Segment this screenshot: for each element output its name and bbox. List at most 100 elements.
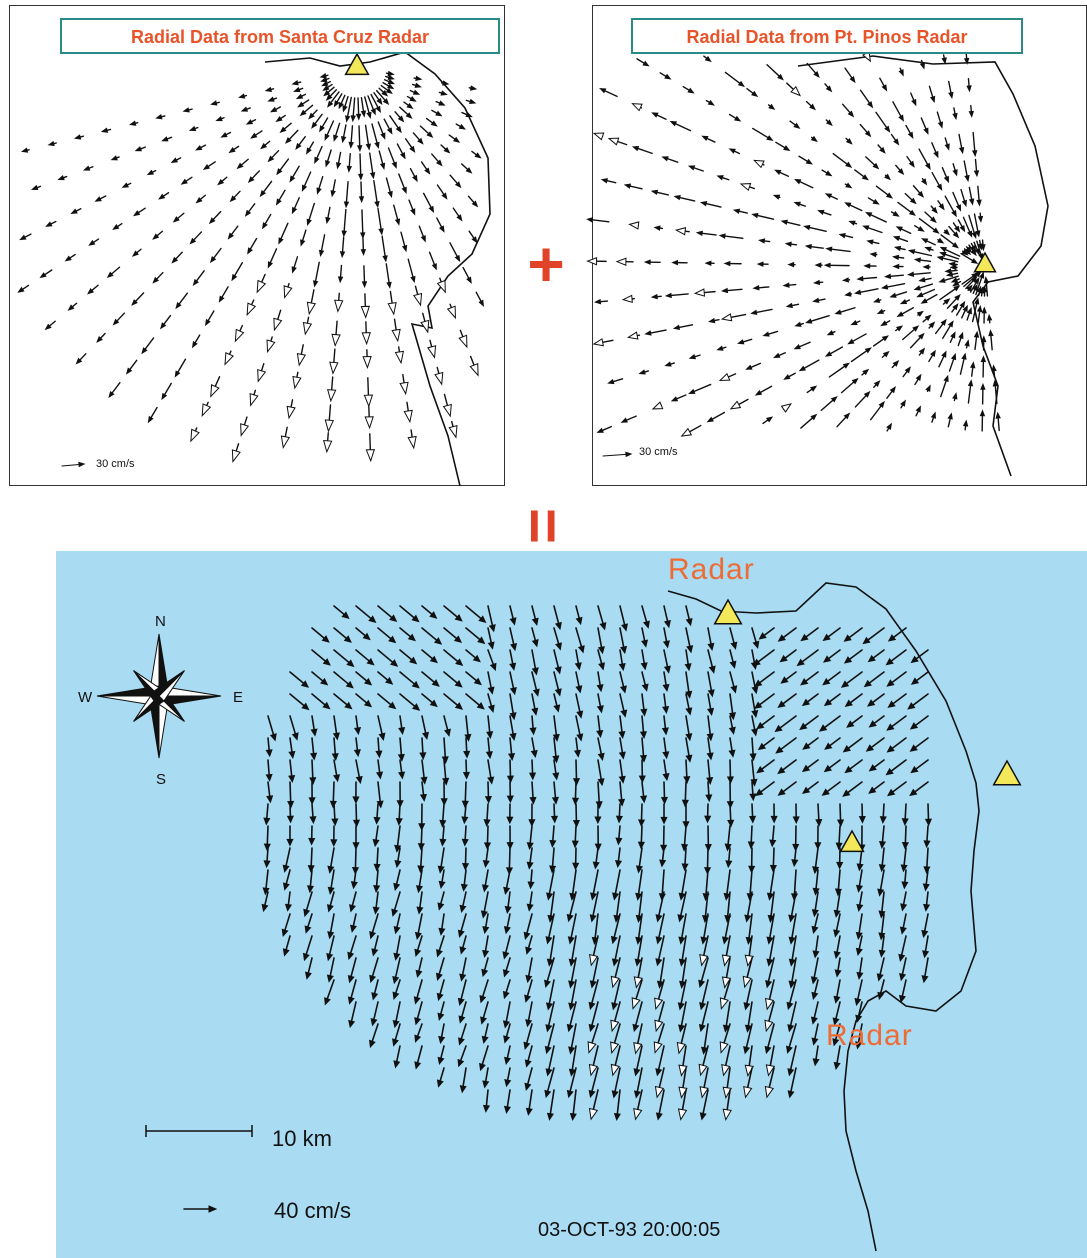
radial-vector (946, 293, 961, 309)
radial-vector (893, 245, 906, 252)
radial-vector (190, 427, 200, 443)
radial-vector (920, 238, 936, 246)
current-vector (413, 979, 423, 1005)
current-vector (481, 957, 489, 978)
radial-vector (291, 80, 302, 86)
current-vector (818, 715, 841, 732)
radial-vector (121, 182, 132, 188)
radial-vector (651, 401, 664, 410)
radial-vector (375, 89, 390, 106)
current-vector (811, 1023, 819, 1046)
current-vector (877, 979, 885, 1001)
current-vector (484, 781, 493, 804)
current-vector (326, 935, 335, 962)
radial-vector (821, 169, 833, 177)
current-vector (780, 671, 797, 684)
radial-vector (723, 260, 742, 267)
current-vector (770, 803, 778, 824)
current-vector (551, 781, 559, 805)
radial-vector (936, 111, 944, 129)
radial-vector (306, 202, 315, 226)
radial-vector (762, 330, 779, 337)
current-vector (743, 1067, 753, 1099)
radial-vector (823, 262, 850, 269)
current-vector (572, 803, 580, 828)
radial-vector (134, 146, 147, 152)
current-vector (263, 803, 271, 826)
radial-vector (299, 104, 314, 117)
radial-vector (293, 86, 304, 93)
current-vector (443, 671, 463, 688)
radial-vector (992, 379, 999, 405)
current-vector (311, 693, 331, 710)
radial-vector (467, 195, 479, 208)
current-vector (398, 715, 406, 736)
radial-vector (875, 111, 891, 133)
current-vector (507, 737, 516, 762)
radial-vector (335, 151, 342, 170)
radial-vector (921, 178, 928, 186)
current-vector (878, 847, 886, 873)
current-vector (262, 869, 270, 896)
current-vector (705, 781, 713, 803)
current-vector (588, 1045, 599, 1077)
radial-vector (279, 122, 292, 134)
current-vector (788, 957, 797, 989)
radial-vector (840, 377, 859, 394)
radial-vector (877, 144, 886, 154)
current-vector (481, 869, 489, 893)
radial-vector (918, 217, 940, 234)
current-vector (414, 1001, 423, 1026)
distance-scale-label: 10 km (272, 1126, 332, 1151)
radial-vector (866, 239, 880, 245)
current-vector (812, 1045, 820, 1067)
current-vector (503, 913, 511, 935)
radial-vector (718, 372, 737, 382)
current-vector (544, 1067, 555, 1099)
radial-vector (440, 80, 450, 86)
radial-vector (39, 269, 53, 279)
radial-vector (362, 349, 372, 370)
current-vector (909, 715, 929, 730)
radial-vector (204, 310, 215, 327)
radial-vector (980, 382, 986, 405)
current-vector (347, 957, 357, 984)
current-vector (615, 825, 623, 846)
pt-pinos-vector-plot (586, 50, 1049, 477)
current-vector (327, 913, 335, 940)
radial-vector (952, 280, 962, 287)
radial-vector (907, 249, 933, 257)
radial-vector (20, 147, 30, 153)
radial-vector (716, 345, 727, 351)
current-vector (721, 1045, 731, 1077)
current-vector (438, 869, 446, 889)
current-vector (766, 869, 775, 901)
current-vector (393, 869, 401, 892)
radial-vector (910, 92, 917, 107)
radar-label-south: Radar (826, 1019, 913, 1052)
current-vector (619, 693, 628, 718)
radial-vector (753, 159, 765, 169)
current-vector (529, 715, 537, 736)
current-vector (721, 957, 732, 989)
current-vector (329, 781, 337, 809)
current-vector (461, 803, 469, 825)
current-vector (286, 825, 294, 847)
radial-vector (273, 309, 283, 332)
current-vector (611, 979, 621, 1011)
current-vector (619, 671, 627, 694)
current-vector (744, 891, 753, 923)
radial-vector (873, 380, 881, 388)
current-vector (311, 649, 331, 666)
radial-vector (836, 412, 851, 428)
current-vector (749, 781, 757, 802)
radial-vector (399, 373, 409, 396)
current-vector (833, 913, 841, 938)
radial-vector (338, 94, 346, 110)
radial-vector (261, 213, 272, 230)
radial-vector (706, 411, 726, 423)
current-vector (437, 1001, 445, 1021)
radial-vector (411, 82, 422, 88)
radial-vector (628, 221, 640, 230)
current-vector (459, 891, 467, 914)
